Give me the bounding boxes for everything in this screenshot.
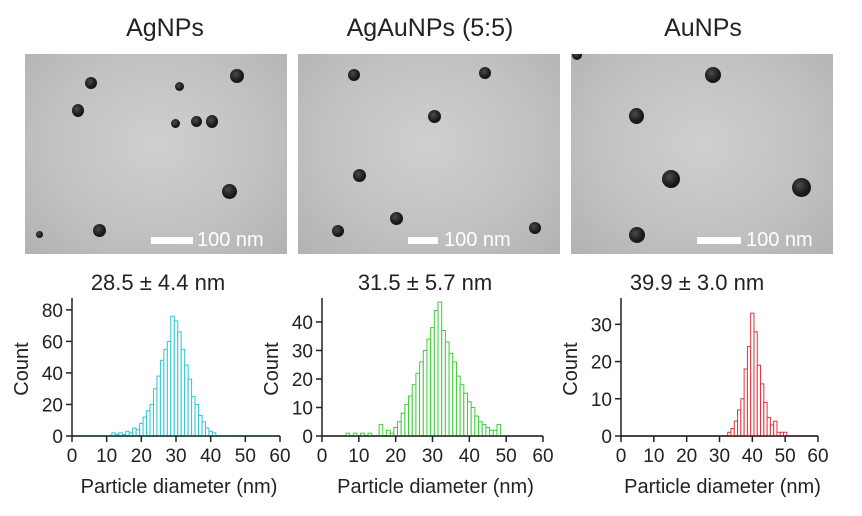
y-tick-label: 10: [591, 390, 612, 411]
x-tick-label: 10: [643, 446, 664, 467]
tem-image-agaunps: 100 nm: [298, 54, 560, 254]
x-tick-label: 0: [67, 446, 78, 467]
x-axis-title: Particle diameter (nm): [81, 476, 278, 498]
x-axis-title: Particle diameter (nm): [624, 476, 821, 498]
nanoparticle: [222, 184, 237, 199]
nanoparticle: [792, 178, 811, 197]
y-tick-label: 30: [292, 341, 313, 362]
x-tick-label: 40: [200, 446, 221, 467]
nanoparticle: [572, 54, 582, 60]
histogram-aunps: 0 10 20 30 40 50 60 0 10 20 30 Particle diameter (n…: [560, 298, 829, 498]
y-tick-label: 80: [42, 301, 63, 322]
nanoparticle: [175, 82, 184, 91]
x-tick-label: 60: [269, 446, 290, 467]
histogram-agnps: 0 10 20 30 40 50 60 0 20 40 60 80 Particle diameter …: [11, 298, 291, 498]
size-stat-agaunps: 31.5 ± 5.7 nm: [357, 270, 493, 295]
nanoparticle: [390, 212, 403, 225]
nanoparticle: [72, 104, 84, 117]
x-tick-label: 30: [165, 446, 186, 467]
size-stat-agnps: 28.5 ± 4.4 nm: [90, 270, 226, 295]
x-tick-label: 60: [807, 446, 828, 467]
x-tick-label: 20: [676, 446, 697, 467]
x-tick-label: 30: [422, 446, 443, 467]
y-axis-title: Count: [560, 342, 582, 396]
y-tick-label: 20: [292, 370, 313, 391]
y-tick-label: 10: [292, 398, 313, 419]
x-tick-label: 40: [742, 446, 763, 467]
nanoparticle: [93, 224, 106, 237]
scale-label: 100 nm: [444, 229, 511, 251]
nanoparticle: [85, 77, 97, 89]
scale-bar: [151, 237, 193, 244]
nanoparticle: [36, 231, 43, 238]
x-tick-label: 0: [317, 446, 328, 467]
nanoparticle: [629, 108, 644, 124]
nanoparticle: [206, 115, 218, 128]
nanoparticle: [428, 110, 441, 123]
panel-title-aunps: AuNPs: [664, 14, 742, 42]
y-tick-label: 20: [42, 395, 63, 416]
x-tick-label: 40: [459, 446, 480, 467]
y-tick-label: 20: [591, 353, 612, 374]
nanoparticle: [529, 222, 541, 234]
x-tick-label: 10: [96, 446, 117, 467]
nanoparticle: [171, 119, 180, 128]
y-tick-label: 0: [601, 427, 612, 448]
tem-image-agnps: 100 nm: [25, 54, 287, 254]
x-tick-label: 20: [385, 446, 406, 467]
tem-image-aunps: 100 nm: [571, 54, 833, 254]
x-tick-label: 30: [709, 446, 730, 467]
x-tick-label: 60: [532, 446, 553, 467]
y-axis-title: Count: [261, 342, 283, 396]
nanoparticle: [479, 67, 491, 79]
y-axis-title: Count: [11, 342, 33, 396]
scale-bar: [408, 237, 438, 244]
x-axis-title: Particle diameter (nm): [337, 476, 534, 498]
x-tick-label: 50: [235, 446, 256, 467]
nanoparticle: [332, 225, 344, 237]
panel-title-agaunps: AgAuNPs (5:5): [346, 14, 514, 42]
size-stat-aunps: 39.9 ± 3.0 nm: [629, 270, 765, 295]
x-tick-label: 50: [775, 446, 796, 467]
x-tick-label: 20: [131, 446, 152, 467]
nanoparticle: [705, 67, 721, 83]
y-tick-label: 60: [42, 332, 63, 353]
nanoparticle: [353, 169, 366, 182]
y-tick-label: 40: [42, 364, 63, 385]
nanoparticle: [348, 69, 360, 81]
y-tick-label: 0: [52, 427, 63, 448]
scale-bar: [697, 237, 741, 244]
scale-label: 100 nm: [746, 229, 813, 251]
y-tick-label: 40: [292, 313, 313, 334]
x-tick-label: 0: [616, 446, 627, 467]
histogram-agaunps: 0 10 20 30 40 50 60 0 10 20 30 40 Particle diameter …: [261, 298, 554, 498]
nanoparticle: [230, 69, 244, 83]
y-tick-label: 0: [302, 427, 313, 448]
panel-title-agnps: AgNPs: [126, 14, 204, 42]
scale-label: 100 nm: [197, 229, 264, 251]
nanoparticle: [191, 116, 202, 127]
nanoparticle: [662, 170, 680, 188]
x-tick-label: 10: [348, 446, 369, 467]
x-tick-label: 50: [496, 446, 517, 467]
nanoparticle: [629, 227, 645, 243]
y-tick-label: 30: [591, 315, 612, 336]
